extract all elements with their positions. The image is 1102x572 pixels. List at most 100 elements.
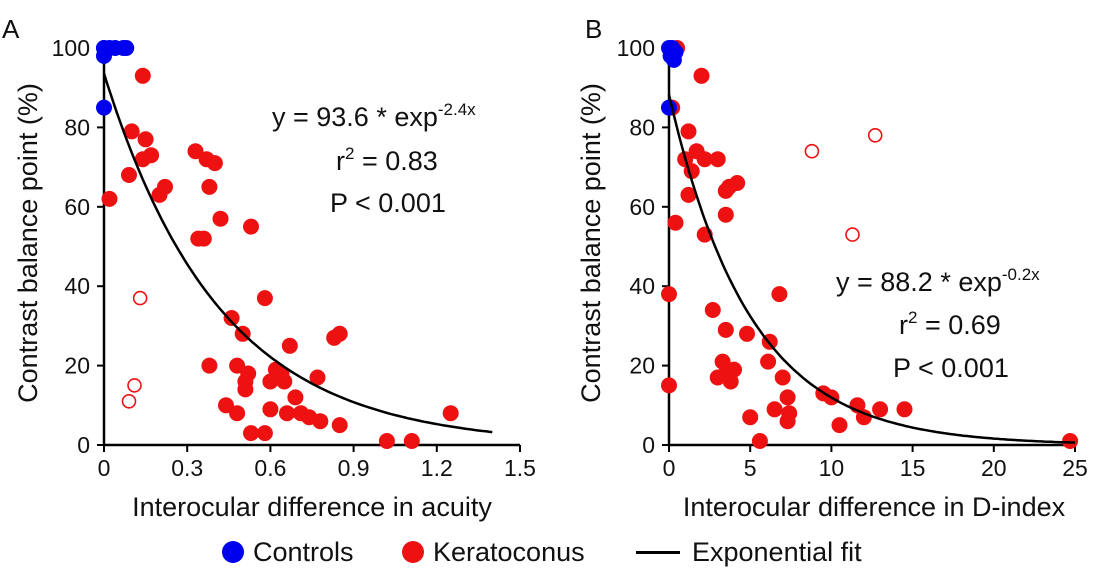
x-tick-label: 20 — [981, 455, 1007, 481]
fit-line-group — [102, 73, 493, 434]
legend-swatch-keratoconus — [402, 541, 424, 563]
control-point — [118, 40, 135, 56]
keratoconus-point — [680, 123, 697, 140]
keratoconus-point — [229, 405, 246, 422]
x-tick-label: 15 — [900, 455, 926, 481]
y-tick-label: 20 — [629, 353, 655, 379]
y-tick-label: 0 — [642, 432, 655, 458]
legend-item-controls: Controls — [222, 536, 354, 568]
y-tick-label: 100 — [52, 35, 90, 61]
keratoconus-point — [243, 218, 259, 235]
y-axis-label: Contrast balance point (%) — [13, 83, 43, 403]
keratoconus-point — [779, 413, 796, 430]
keratoconus-point — [279, 405, 295, 422]
y-tick-label: 60 — [64, 194, 90, 220]
x-tick-label: 25 — [1062, 455, 1088, 481]
keratoconus-point — [717, 321, 734, 338]
panel-b: B 0 5 10 15 20 25 0 20 40 60 80 100 Contrast balanc… — [576, 14, 1088, 522]
keratoconus-open-point — [132, 290, 148, 306]
legend-label-keratoconus: Keratoconus — [433, 536, 585, 567]
legend: Controls Keratoconus Exponential fit — [0, 532, 1102, 572]
y-tick-label: 40 — [629, 273, 655, 299]
panel-label: A — [2, 14, 20, 44]
x-axis-label: Interocular difference in acuity — [132, 492, 492, 522]
keratoconus-point — [312, 413, 329, 430]
keratoconus-point — [855, 409, 872, 426]
legend-label-fit: Exponential fit — [692, 536, 862, 567]
keratoconus-point — [739, 325, 755, 342]
r-squared: r2 = 0.69 — [899, 308, 1001, 340]
keratoconus-point — [779, 389, 796, 406]
keratoconus-point — [1062, 433, 1079, 449]
keratoconus-point — [134, 67, 151, 84]
keratoconus-point — [206, 155, 223, 172]
r-squared: r2 = 0.83 — [336, 144, 438, 176]
legend-item-keratoconus: Keratoconus — [402, 536, 585, 568]
fit-equation-exponent: -2.4x — [438, 100, 476, 119]
keratoconus-point — [137, 131, 154, 148]
keratoconus-point — [661, 286, 677, 303]
fit-equation-base: y = 93.6 * exp — [272, 102, 438, 132]
keratoconus-point — [121, 167, 137, 183]
keratoconus-point — [223, 310, 240, 326]
x-tick-label: 5 — [744, 455, 757, 481]
x-tick-label: 0.9 — [338, 455, 370, 481]
keratoconus-point — [896, 401, 913, 418]
keratoconus-point — [704, 302, 721, 318]
legend-swatch-controls — [222, 541, 244, 563]
x-tick-label: 0 — [98, 455, 111, 481]
keratoconus-point — [742, 409, 759, 426]
keratoconus-point — [262, 373, 279, 390]
keratoconus-open-point — [804, 143, 820, 159]
x-tick-label: 0.3 — [171, 455, 203, 481]
x-tick-label: 0 — [663, 455, 676, 481]
keratoconus-point — [661, 377, 677, 394]
keratoconus-point — [229, 357, 246, 374]
keratoconus-point — [722, 373, 739, 390]
y-tick-label: 60 — [629, 194, 655, 220]
keratoconus-point — [151, 186, 168, 203]
y-tick-label: 100 — [617, 35, 655, 61]
legend-label-controls: Controls — [253, 536, 354, 567]
keratoconus-open-point — [127, 378, 142, 393]
p-value: P < 0.001 — [893, 353, 1009, 383]
keratoconus-point — [101, 190, 118, 207]
r-squared-r: r — [899, 310, 908, 340]
keratoconus-point — [218, 397, 234, 414]
keratoconus-point — [774, 369, 791, 386]
x-axis-label: Interocular difference in D-index — [683, 492, 1066, 522]
panel-label: B — [585, 14, 602, 44]
keratoconus-point — [709, 151, 726, 168]
r-squared-sup: 2 — [908, 308, 917, 327]
r-squared-r: r — [336, 146, 345, 176]
r-squared-sup: 2 — [345, 144, 354, 163]
fit-equation: y = 88.2 * exp-0.2x — [836, 265, 1040, 297]
keratoconus-point — [831, 417, 848, 434]
keratoconus-point — [717, 182, 734, 199]
y-tick-label: 80 — [64, 114, 90, 140]
y-axis-label: Contrast balance point (%) — [576, 83, 606, 403]
ticks: 0 0.3 0.6 0.9 1.2 1.5 0 20 40 60 80 100 — [52, 35, 536, 481]
fit-line — [667, 94, 1076, 444]
y-tick-label: 20 — [64, 353, 90, 379]
keratoconus-point — [378, 433, 395, 449]
fit-annotation: y = 88.2 * exp-0.2x r2 = 0.69 P < 0.001 — [836, 265, 1040, 383]
keratoconus-point — [766, 401, 783, 418]
fit-equation-exponent: -0.2x — [1002, 265, 1040, 284]
keratoconus-point — [281, 337, 298, 354]
control-point — [96, 99, 112, 116]
fit-equation-base: y = 88.2 * exp — [836, 267, 1002, 297]
keratoconus-open-point — [121, 393, 137, 409]
keratoconus-point — [693, 67, 710, 84]
keratoconus-point — [195, 230, 212, 247]
keratoconus-point — [331, 325, 348, 342]
keratoconus-point — [256, 290, 273, 307]
fit-line-group — [667, 94, 1076, 444]
keratoconus-point — [771, 286, 788, 303]
keratoconus-point — [287, 389, 304, 406]
keratoconus-point — [262, 401, 279, 418]
fit-annotation: y = 93.6 * exp-2.4x r2 = 0.83 P < 0.001 — [272, 100, 476, 218]
keratoconus-point — [187, 143, 204, 160]
legend-item-fit: Exponential fit — [636, 536, 862, 568]
